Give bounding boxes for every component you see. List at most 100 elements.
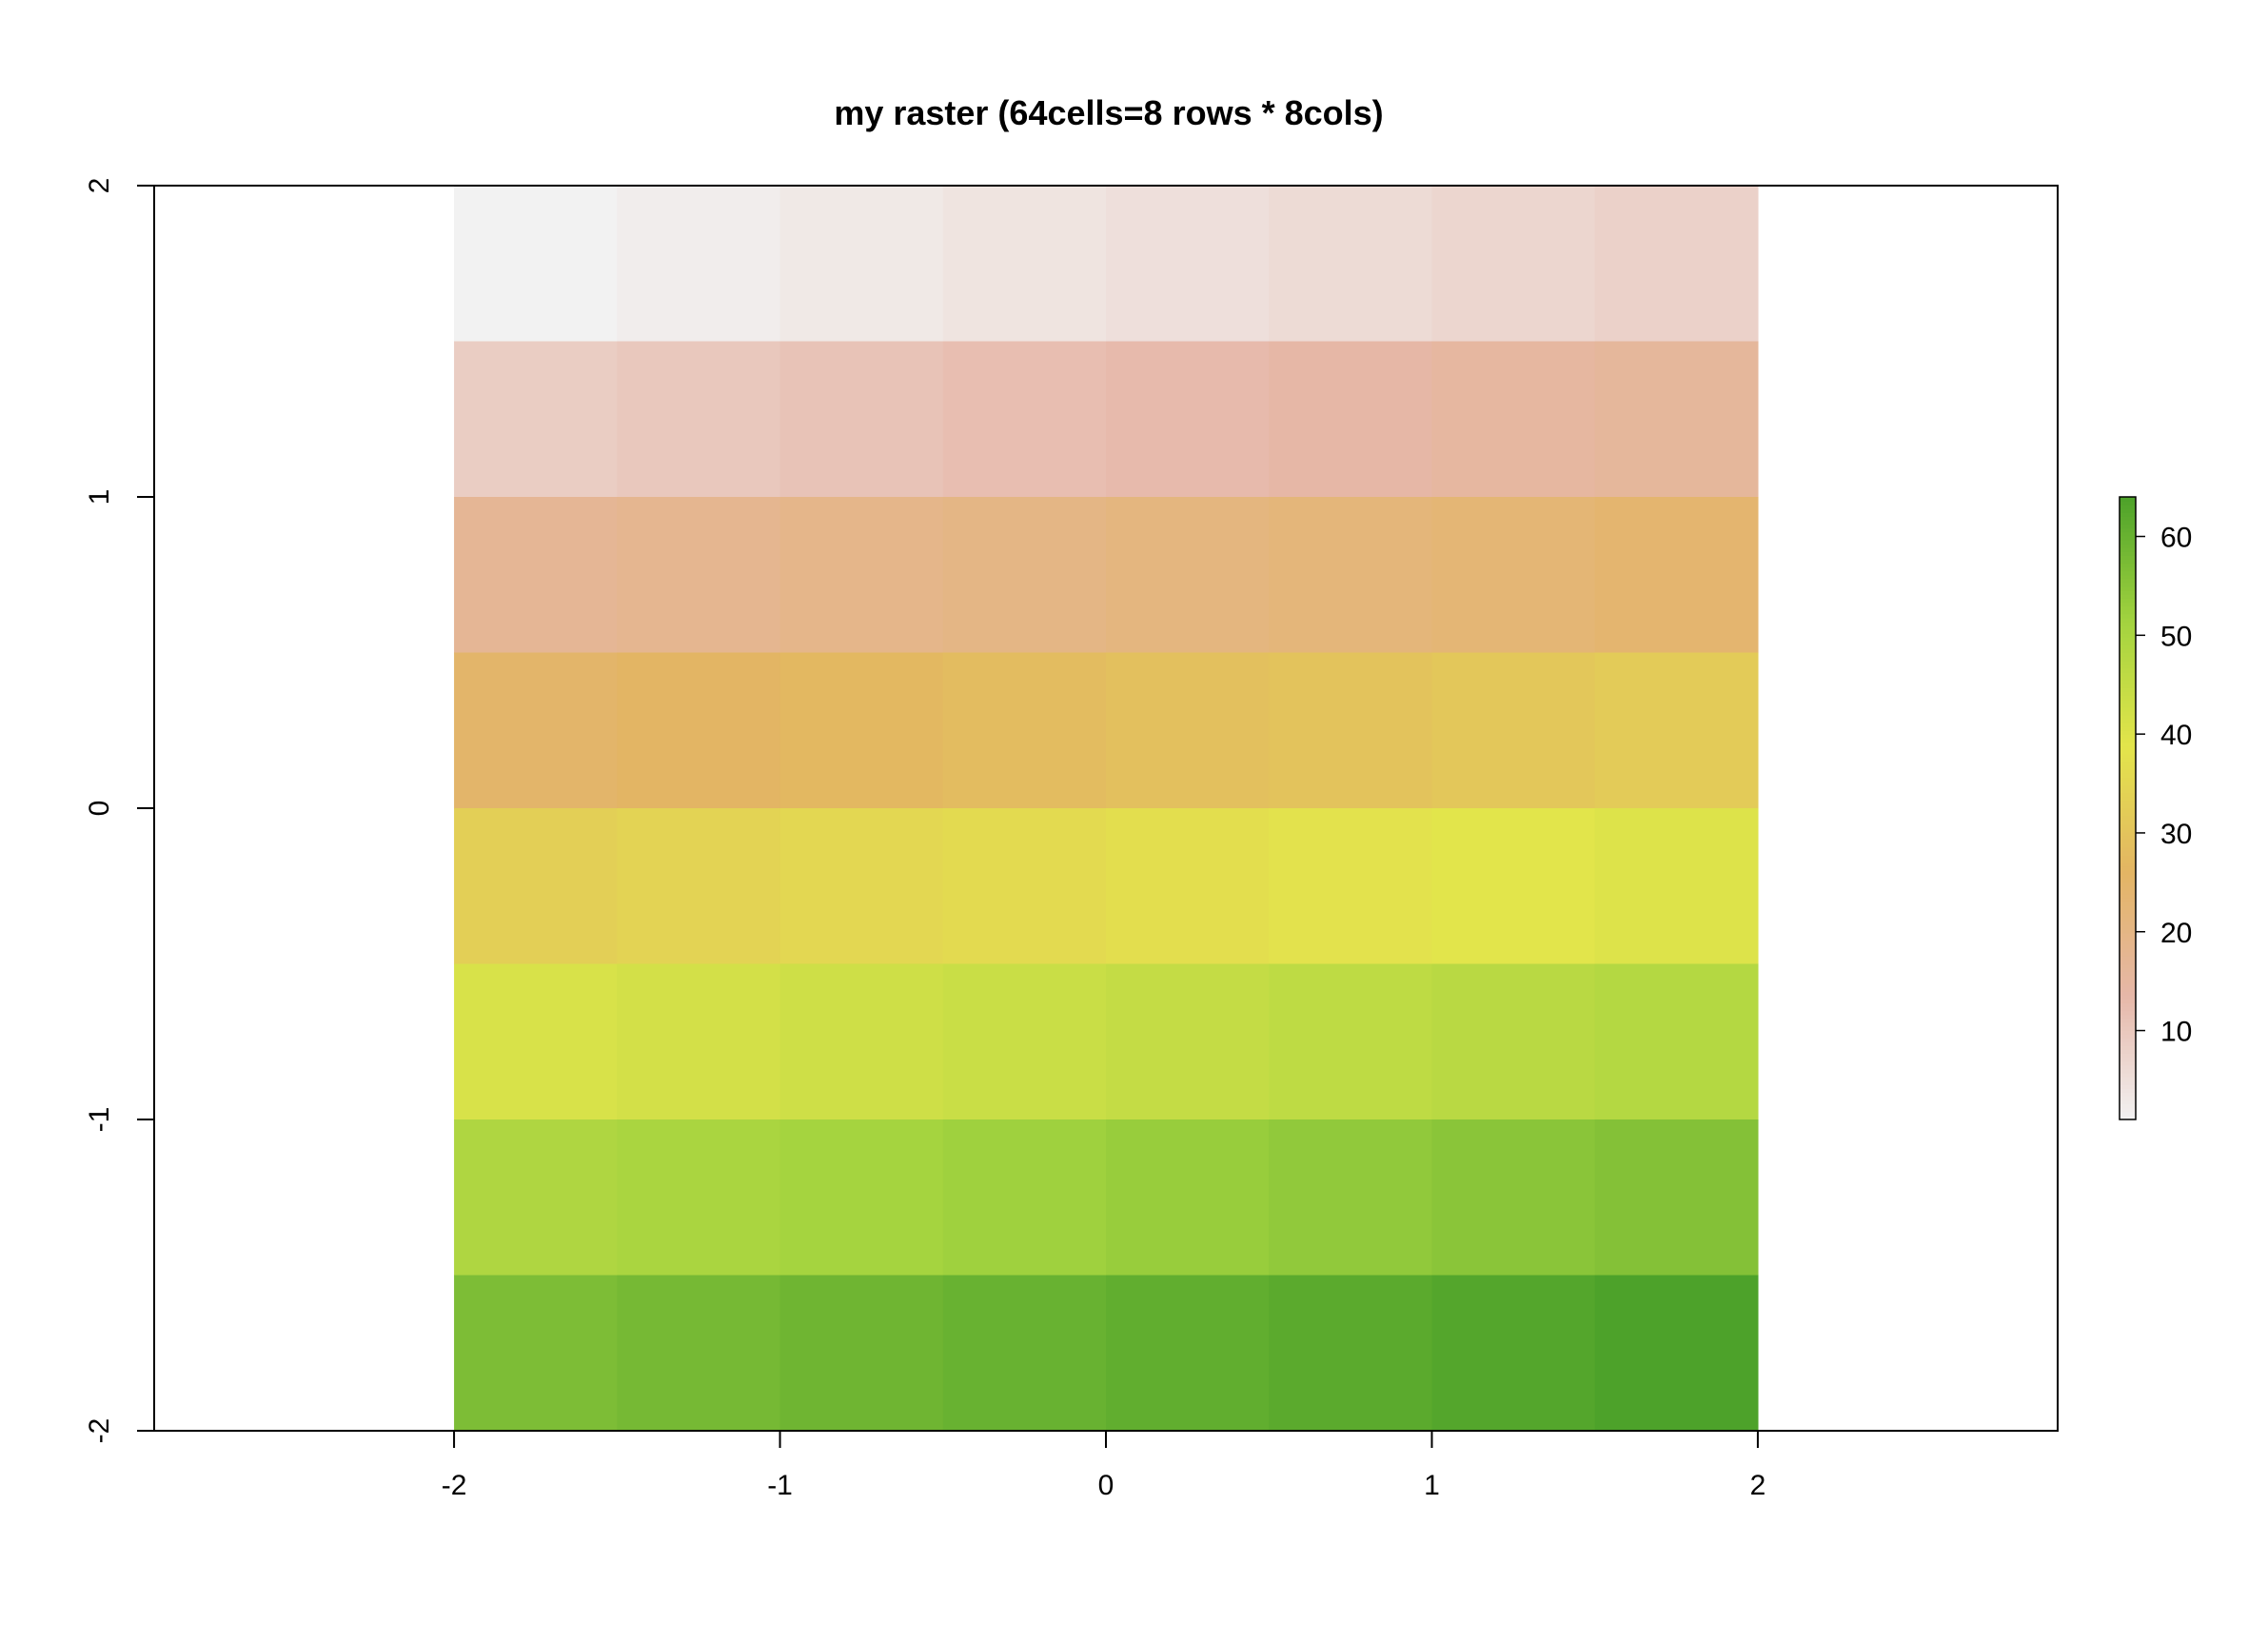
legend-color-step [2120, 586, 2136, 591]
legend-color-step [2120, 855, 2136, 860]
legend-color-step [2120, 602, 2136, 607]
raster-cell [1106, 186, 1270, 343]
legend-color-step [2120, 1084, 2136, 1089]
legend-color-step [2120, 648, 2136, 654]
y-tick-label: 2 [84, 178, 115, 194]
legend-color-step [2120, 831, 2136, 837]
legend-color-step [2120, 765, 2136, 770]
legend-color-step [2120, 944, 2136, 949]
legend-color-step [2120, 960, 2136, 965]
legend-color-step [2120, 991, 2136, 996]
legend-color-step [2120, 671, 2136, 677]
legend-color-step [2120, 605, 2136, 611]
raster-cell [1431, 497, 1596, 654]
legend-color-step [2120, 652, 2136, 658]
legend-color-step [2120, 551, 2136, 556]
legend-color-step [2120, 641, 2136, 645]
raster-cell [942, 1275, 1107, 1432]
raster-cell [617, 808, 781, 965]
legend-color-step [2120, 547, 2136, 552]
legend-color-step [2120, 901, 2136, 906]
legend-color-step [2120, 578, 2136, 584]
raster-cell [1431, 808, 1596, 965]
legend-color-step [2120, 1045, 2136, 1051]
legend-color-step [2120, 862, 2136, 867]
legend-frame [2119, 496, 2137, 1120]
legend-color-step [2120, 781, 2136, 786]
legend-color-step [2120, 691, 2136, 697]
chart-title: my raster (64cells=8 rows * 8cols) [834, 93, 1383, 132]
legend-color-step [2120, 827, 2136, 833]
legend-color-step [2120, 846, 2136, 852]
legend-color-step [2120, 1002, 2136, 1008]
raster-cell [779, 652, 944, 809]
legend-color-step [2120, 812, 2136, 817]
raster-cell [779, 497, 944, 654]
raster-cell [779, 186, 944, 343]
legend-color-step [2120, 975, 2136, 980]
color-legend: 10 20 30 40 50 60 [2119, 496, 2192, 1120]
legend-color-step [2120, 738, 2136, 743]
legend-color-step [2120, 909, 2136, 914]
legend-color-step [2120, 633, 2136, 638]
legend-color-step [2120, 524, 2136, 529]
legend-color-step [2120, 609, 2136, 615]
legend-color-step [2120, 613, 2136, 619]
raster-cell [617, 497, 781, 654]
legend-color-step [2120, 574, 2136, 580]
raster-cell [1269, 963, 1433, 1120]
raster-cell [1594, 497, 1759, 654]
legend-color-step [2120, 516, 2136, 522]
raster-cell [1106, 808, 1270, 965]
raster-cell [1431, 1275, 1596, 1432]
raster-cell [1269, 1119, 1433, 1277]
legend-color-step [2120, 1064, 2136, 1070]
legend-color-step [2120, 621, 2136, 626]
raster-cell [1594, 1275, 1759, 1432]
legend-color-step [2120, 885, 2136, 891]
raster-cell [1431, 341, 1596, 498]
legend-color-step [2120, 1038, 2136, 1042]
legend-color-step [2120, 706, 2136, 712]
raster-cell [1269, 497, 1433, 654]
legend-color-step [2120, 987, 2136, 992]
raster-cell [454, 808, 618, 965]
legend-color-step [2120, 808, 2136, 813]
legend-color-step [2120, 1096, 2136, 1101]
legend-color-step [2120, 687, 2136, 692]
legend-color-step [2120, 1115, 2136, 1120]
legend-color-step [2120, 749, 2136, 755]
legend-color-step [2120, 667, 2136, 673]
x-tick-label: -1 [767, 1470, 793, 1501]
legend-color-step [2120, 544, 2136, 548]
legend-color-step [2120, 803, 2136, 809]
legend-color-step [2120, 555, 2136, 560]
legend-color-step [2120, 820, 2136, 824]
legend-color-step [2120, 893, 2136, 899]
legend-color-step [2120, 527, 2136, 533]
legend-color-step [2120, 800, 2136, 805]
raster-cell [1106, 1119, 1270, 1277]
legend-color-step [2120, 761, 2136, 766]
legend-color-step [2120, 1080, 2136, 1085]
legend-color-step [2120, 1014, 2136, 1020]
legend-color-step [2120, 520, 2136, 525]
legend-color-step [2120, 769, 2136, 774]
legend-color-step [2120, 917, 2136, 922]
legend-color-step [2120, 948, 2136, 953]
legend-color-step [2120, 726, 2136, 731]
raster-cell [1106, 963, 1270, 1120]
legend-color-step [2120, 1057, 2136, 1062]
raster-cell [1269, 341, 1433, 498]
raster-cell [1431, 186, 1596, 343]
legend-color-step [2120, 921, 2136, 926]
legend-color-step [2120, 644, 2136, 650]
legend-color-step [2120, 773, 2136, 778]
legend-color-step [2120, 656, 2136, 662]
raster-cell [454, 497, 618, 654]
legend-color-step [2120, 508, 2136, 513]
raster-cell [454, 1119, 618, 1277]
legend-color-step [2120, 757, 2136, 763]
raster-cell [454, 341, 618, 498]
legend-color-step [2120, 714, 2136, 720]
